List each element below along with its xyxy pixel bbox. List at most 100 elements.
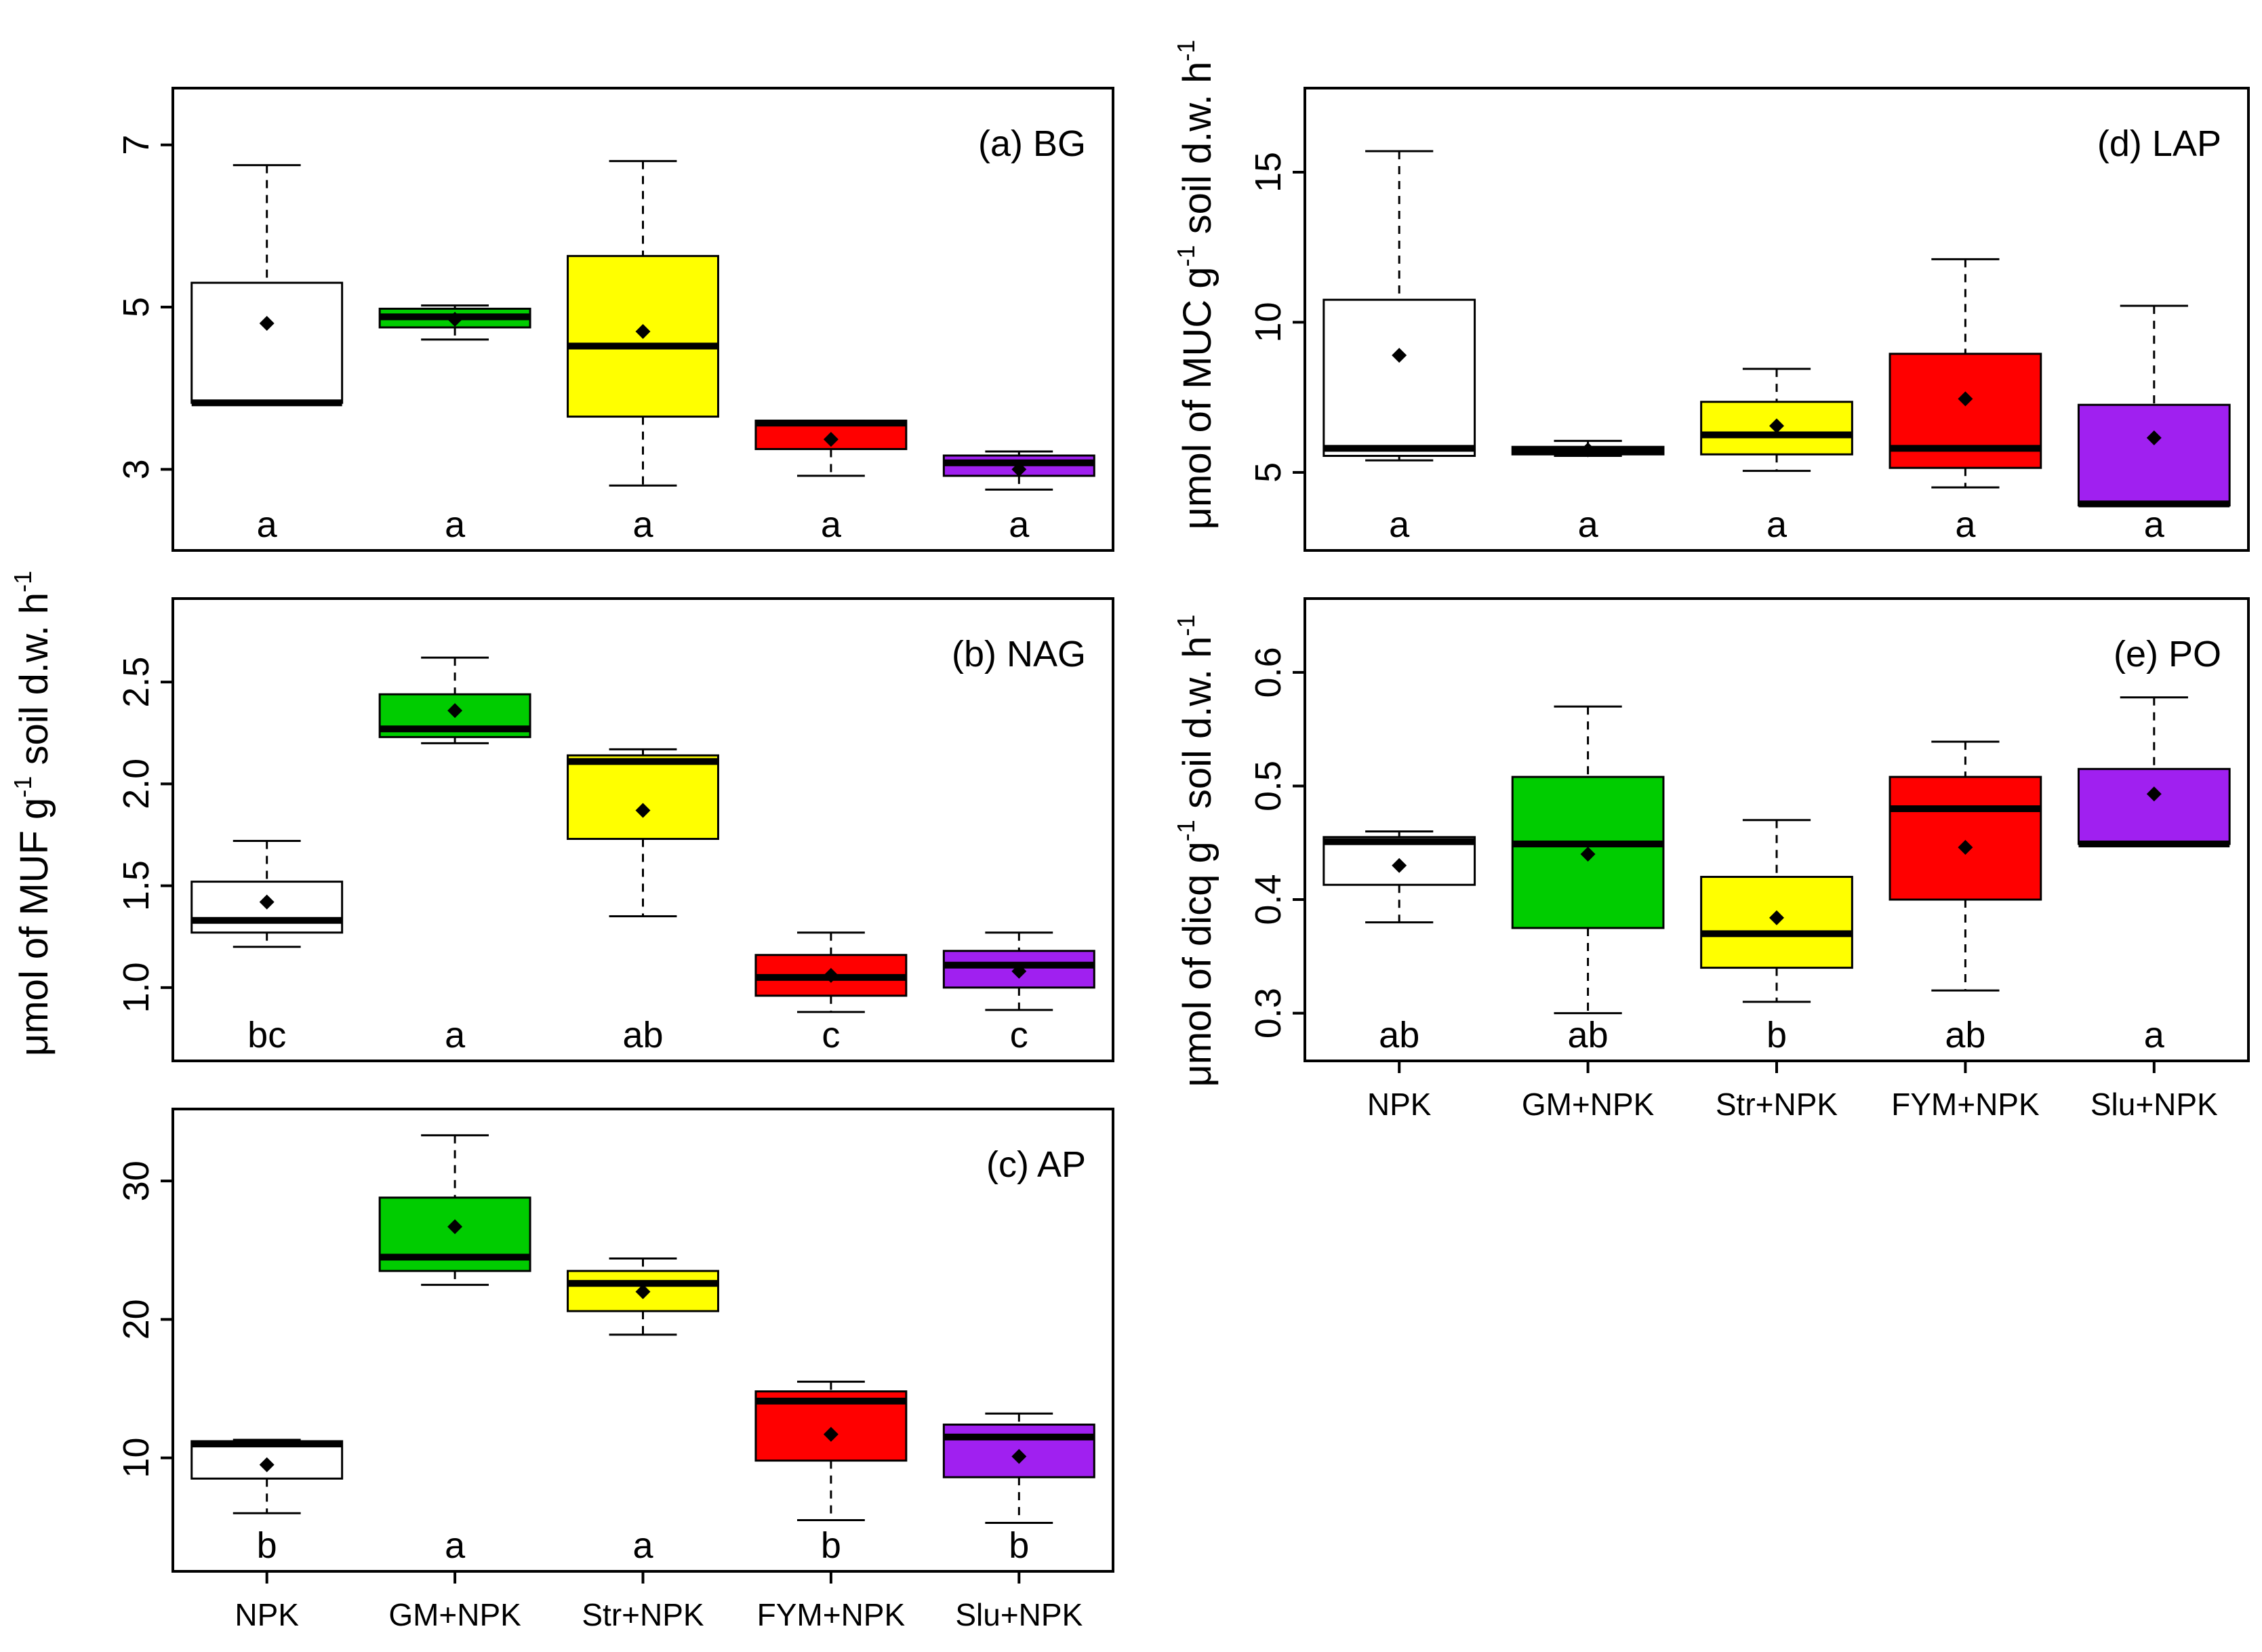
panel-b-sig-letter: c bbox=[822, 1015, 840, 1055]
panel-e-po: 0.3 0.4 0.5 0.6 NPK GM+NPK Str+NPK FYM+NPK Slu+N… bbox=[1248, 597, 2250, 1122]
y-label-left-sup2: -1 bbox=[9, 571, 37, 592]
panel-c-xtick-label: Slu+NPK bbox=[955, 1597, 1083, 1632]
panel-d-sig-letter: a bbox=[1389, 504, 1410, 545]
panel-d-mean-marker bbox=[1958, 391, 1973, 407]
panel-d-box bbox=[2077, 403, 2231, 507]
panel-a-sig-letter: a bbox=[821, 504, 842, 545]
panel-d-title: (d) LAP bbox=[2097, 123, 2221, 164]
panel-d-mean-marker bbox=[1580, 442, 1596, 458]
panel-d-sig-letter: a bbox=[1955, 504, 1976, 545]
panel-e-sig-letter: b bbox=[1766, 1015, 1787, 1055]
panel-d-mean-marker bbox=[2146, 430, 2162, 445]
panel-c-mean-marker bbox=[635, 1284, 651, 1300]
panel-e-ytick-label: 0.3 bbox=[1248, 988, 1289, 1039]
panel-e-box bbox=[1889, 775, 2042, 901]
y-axis-label-right-top: μmol of MUC g-1 soil d.w. h-1 bbox=[1172, 40, 1219, 530]
panel-a-mean-marker bbox=[823, 432, 839, 447]
y-axis-label-right-bottom: μmol of dicq g-1 soil d.w. h-1 bbox=[1172, 614, 1219, 1087]
y-label-rt-sup2: -1 bbox=[1172, 40, 1200, 62]
panel-e-xtick-label: GM+NPK bbox=[1522, 1087, 1655, 1122]
panel-e-ytick-label: 0.6 bbox=[1248, 647, 1289, 698]
panel-d-sig-letter: a bbox=[2144, 504, 2165, 545]
panel-c-mean-marker bbox=[259, 1457, 275, 1472]
panel-b-title: (b) NAG bbox=[952, 634, 1086, 674]
panel-d-box bbox=[1322, 298, 1476, 458]
panel-b-mean-marker bbox=[635, 803, 651, 818]
y-label-left-mid: soil d.w. h bbox=[12, 592, 56, 776]
panel-e-ytick-label: 0.4 bbox=[1248, 874, 1289, 925]
panel-e-box bbox=[2077, 767, 2231, 845]
panel-c-ap: 10 20 30 NPK GM+NPK Str+NPK FYM+NPK Slu+NPK (c) … bbox=[116, 1108, 1114, 1632]
panel-c-title: (c) AP bbox=[986, 1144, 1086, 1185]
y-label-rt-sup: -1 bbox=[1172, 245, 1200, 266]
panel-d-mean-marker bbox=[1392, 348, 1407, 363]
panel-c-xtick-label: FYM+NPK bbox=[757, 1597, 906, 1632]
panel-e-sig-letter: ab bbox=[1379, 1015, 1419, 1055]
panel-a-sig-letter: a bbox=[445, 504, 466, 545]
panel-d-mean-marker bbox=[1769, 418, 1784, 434]
y-label-rb-mid: soil d.w. h bbox=[1175, 636, 1219, 820]
panel-a-box bbox=[190, 281, 344, 404]
panel-e-title: (e) PO bbox=[2114, 634, 2221, 674]
y-axis-label-left: μmol of MUF g-1 soil d.w. h-1 bbox=[9, 571, 56, 1056]
panel-c-sig-letter: a bbox=[445, 1525, 466, 1566]
panel-b-mean-marker bbox=[259, 894, 275, 910]
panel-e-mean-marker bbox=[1958, 839, 1973, 855]
y-label-rb-sup: -1 bbox=[1172, 820, 1200, 841]
panel-c-ytick-label: 30 bbox=[116, 1161, 157, 1201]
panel-b-ytick-label: 2.0 bbox=[116, 759, 157, 809]
panel-d-ytick-label: 5 bbox=[1248, 462, 1289, 483]
panel-a-mean-marker bbox=[447, 312, 463, 327]
panel-a-sig-letter: a bbox=[257, 504, 278, 545]
panel-c-mean-marker bbox=[823, 1426, 839, 1442]
panel-c-mean-marker bbox=[447, 1219, 463, 1234]
panel-b-mean-marker bbox=[1011, 963, 1027, 979]
y-label-rt-mid: soil d.w. h bbox=[1175, 62, 1219, 245]
panel-b-mean-marker bbox=[447, 703, 463, 719]
panel-e-xtick-label: Slu+NPK bbox=[2091, 1087, 2218, 1122]
panel-a-mean-marker bbox=[635, 323, 651, 339]
panel-b-ytick-label: 1.0 bbox=[116, 962, 157, 1013]
panel-b-box bbox=[567, 754, 719, 841]
y-label-rb-sup2: -1 bbox=[1172, 614, 1200, 636]
panel-e-mean-marker bbox=[2146, 786, 2162, 802]
panel-a-ytick-label: 7 bbox=[116, 135, 157, 155]
panel-b-sig-letter: c bbox=[1010, 1015, 1028, 1055]
panel-b-ytick-label: 2.5 bbox=[116, 657, 157, 708]
panel-a-bg: 3 5 7 (a) BG a a a a a bbox=[116, 87, 1114, 552]
panel-a-title: (a) BG bbox=[978, 123, 1086, 164]
panel-b-frame bbox=[171, 597, 1114, 1062]
panel-e-mean-marker bbox=[1769, 910, 1784, 925]
y-label-left-prefix: μmol of MUF g bbox=[12, 798, 56, 1056]
panel-b-ytick-label: 1.5 bbox=[116, 860, 157, 911]
panel-e-sig-letter: a bbox=[2144, 1015, 2165, 1055]
panel-a-ytick-label: 3 bbox=[116, 459, 157, 479]
panel-d-ytick-label: 15 bbox=[1248, 152, 1289, 193]
panel-a-frame bbox=[171, 87, 1114, 552]
panel-a-ytick-label: 5 bbox=[116, 297, 157, 317]
panel-c-mean-marker bbox=[1011, 1449, 1027, 1464]
panel-b-sig-letter: ab bbox=[622, 1015, 663, 1055]
panel-a-mean-marker bbox=[1011, 462, 1027, 477]
panel-c-xtick-label: NPK bbox=[235, 1597, 299, 1632]
panel-b-mean-marker bbox=[823, 967, 839, 983]
panel-e-xtick-label: FYM+NPK bbox=[1891, 1087, 2040, 1122]
panel-c-xtick-label: GM+NPK bbox=[388, 1597, 521, 1632]
panel-e-xtick-label: Str+NPK bbox=[1716, 1087, 1838, 1122]
panel-c-xtick-label: Str+NPK bbox=[582, 1597, 704, 1632]
panel-c-sig-letter: a bbox=[632, 1525, 653, 1566]
panel-a-mean-marker bbox=[259, 315, 275, 331]
panel-c-sig-letter: b bbox=[821, 1525, 841, 1566]
panel-b-nag: 1.0 1.5 2.0 2.5 (b) NAG bc a ab c c bbox=[116, 597, 1114, 1062]
panel-e-sig-letter: ab bbox=[1568, 1015, 1609, 1055]
panel-b-sig-letter: bc bbox=[247, 1015, 286, 1055]
panel-e-ytick-label: 0.5 bbox=[1248, 761, 1289, 811]
panel-c-ytick-label: 20 bbox=[116, 1299, 157, 1339]
panel-e-sig-letter: ab bbox=[1945, 1015, 1985, 1055]
panel-d-sig-letter: a bbox=[1766, 504, 1788, 545]
panel-e-mean-marker bbox=[1392, 858, 1407, 873]
panel-c-sig-letter: b bbox=[257, 1525, 277, 1566]
panel-d-lap: 5 10 15 (d) LAP a a a a a bbox=[1248, 87, 2250, 552]
panel-e-xtick-label: NPK bbox=[1367, 1087, 1432, 1122]
